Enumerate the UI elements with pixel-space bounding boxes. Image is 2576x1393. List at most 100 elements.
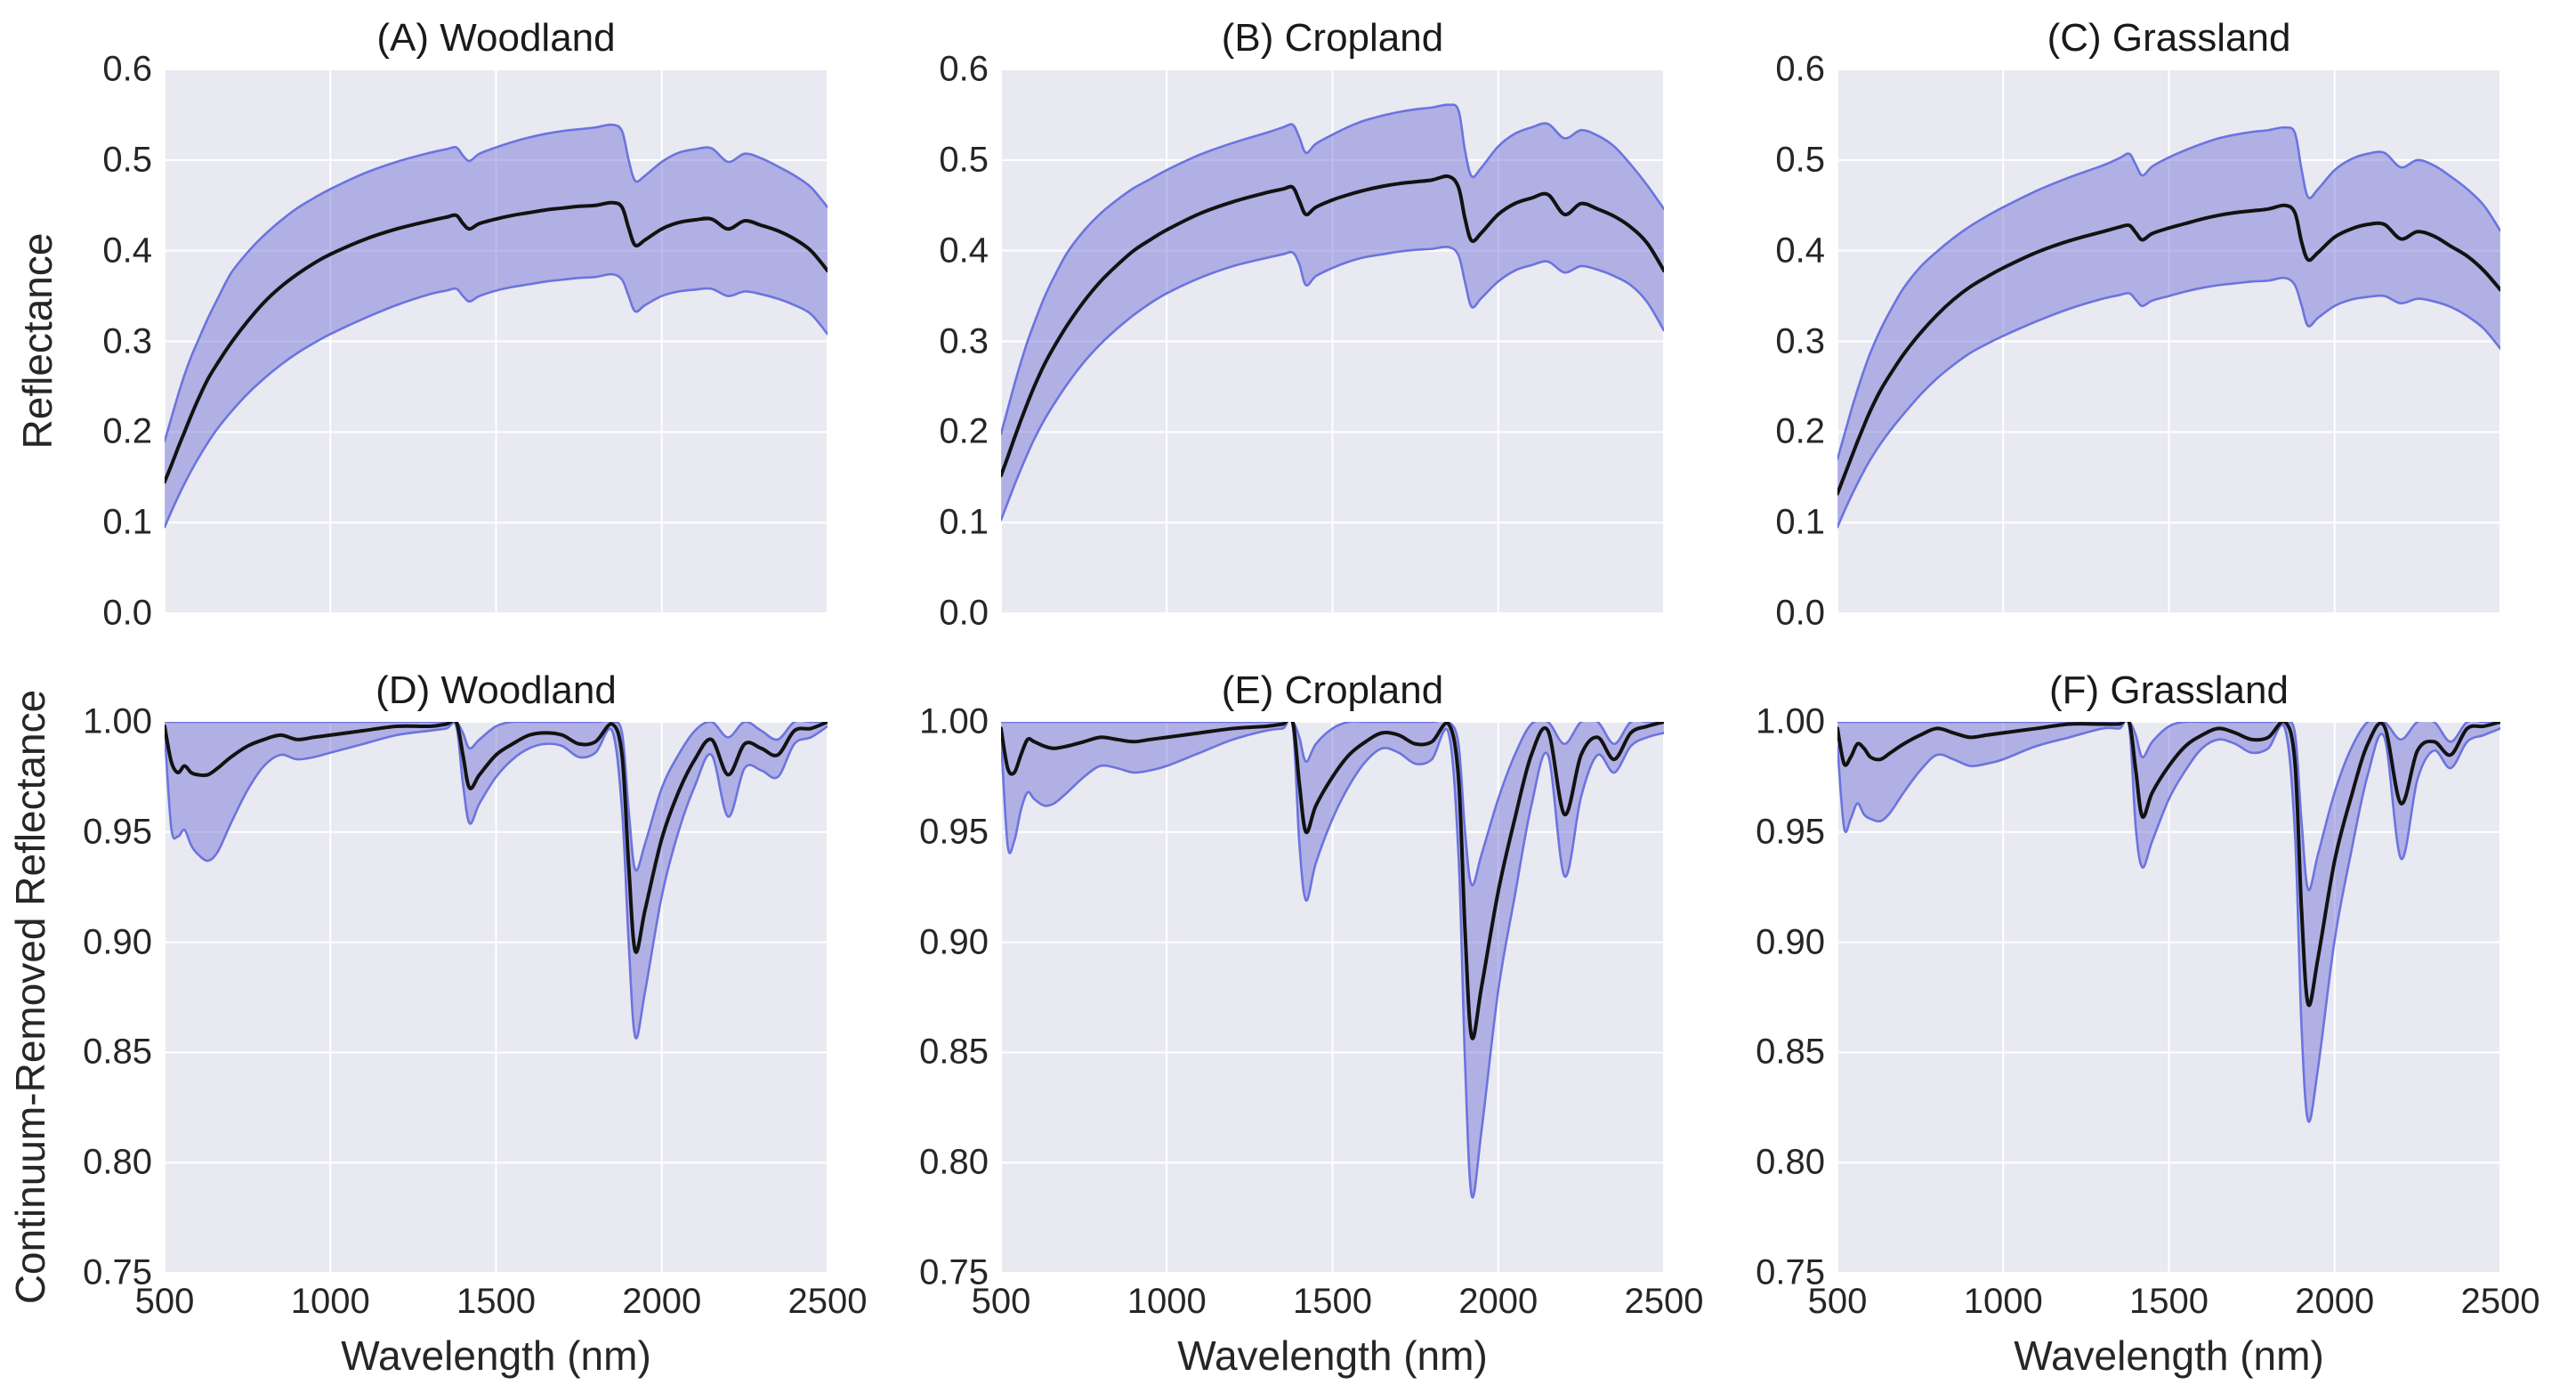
x-tick-label: 2000 (2295, 1282, 2375, 1321)
y-tick-label: 0.80 (1756, 1142, 1825, 1182)
mean-spectrum-line (165, 200, 828, 484)
uncertainty-band (1001, 722, 1664, 1198)
band-upper-edge (1837, 126, 2500, 461)
uncertainty-band (165, 722, 828, 1039)
y-tick-label: 0.5 (939, 140, 989, 180)
band-upper-edge (165, 123, 828, 442)
x-tick-label: 2500 (787, 1282, 868, 1321)
mean-spectrum-line (1837, 203, 2500, 496)
x-tick-label: 500 (1807, 1282, 1868, 1321)
uncertainty-band (1837, 127, 2500, 528)
x-tick-label: 2000 (1458, 1282, 1538, 1321)
x-tick-label: 1000 (1126, 1282, 1207, 1321)
gridlines (1837, 69, 2500, 613)
gridlines (1001, 722, 1664, 1273)
panel-title: (D) Woodland (375, 668, 617, 712)
y-tick-label: 0.0 (102, 593, 152, 633)
panel-a-woodland: (A) Woodland 0.0 0.1 0.2 0.3 0.4 0.5 0.6 (102, 16, 828, 633)
panel-b-cropland: (B) Cropland 0.0 0.1 0.2 0.3 0.4 0.5 0.6 (939, 16, 1664, 633)
mean-spectrum-line (1837, 722, 2500, 1008)
y-tick-label: 0.75 (919, 1252, 989, 1292)
y-tick-label: 0.90 (83, 922, 152, 962)
x-tick-label: 2500 (2460, 1282, 2540, 1321)
y-tick-label: 1.00 (83, 701, 152, 741)
y-tick-label: 0.95 (83, 812, 152, 852)
band-lower-edge (165, 722, 828, 1040)
mean-spectrum-line (1001, 174, 1664, 478)
panel-title: (B) Cropland (1221, 16, 1444, 60)
x-tick-label: 1000 (1963, 1282, 2043, 1321)
y-tick-label: 0.90 (1756, 922, 1825, 962)
y-tick-label: 1.00 (1756, 701, 1825, 741)
y-tick-label: 0.2 (1775, 411, 1825, 451)
panel-title: (F) Grassland (2049, 668, 2289, 712)
y-tick-label: 0.85 (919, 1032, 989, 1072)
y-tick-label: 0.85 (83, 1032, 152, 1072)
y-tick-label: 0.75 (1756, 1252, 1825, 1292)
uncertainty-band (1001, 104, 1664, 521)
gridlines (1001, 69, 1664, 613)
band-upper-edge (165, 722, 828, 872)
panel-f-grassland: (F) Grassland 0.75 0.80 0.85 0.90 0.95 1.00 500… (1756, 668, 2540, 1379)
y-tick-label: 0.4 (102, 231, 152, 271)
panel-c-grassland: (C) Grassland 0.0 0.1 0.2 0.3 0.4 0.5 0.6 (1775, 16, 2500, 633)
band-lower-edge (1001, 722, 1664, 1199)
y-tick-label: 0.1 (1775, 502, 1825, 542)
band-lower-edge (1837, 722, 2500, 1123)
x-tick-label: 1500 (1293, 1282, 1372, 1321)
y-tick-label: 0.6 (939, 49, 989, 89)
x-tick-label: 500 (134, 1282, 195, 1321)
x-tick-label: 1500 (2129, 1282, 2209, 1321)
y-axis-label-reflectance: Reflectance (14, 232, 61, 449)
spectral-plot (165, 722, 828, 1273)
gridlines (165, 69, 828, 613)
x-axis-label-wavelength: Wavelength (nm) (1177, 1332, 1488, 1379)
y-tick-label: 0.80 (83, 1142, 152, 1182)
spectral-plot (165, 69, 828, 613)
spectral-plot (1837, 722, 2500, 1273)
band-lower-edge (1001, 246, 1664, 522)
panel-title: (C) Grassland (2047, 16, 2291, 60)
spectral-plot (1001, 722, 1664, 1273)
spectral-plot (1001, 69, 1664, 613)
band-upper-edge (1001, 722, 1664, 887)
mean-spectrum-line (165, 722, 828, 954)
y-tick-label: 0.6 (1775, 49, 1825, 89)
x-tick-label: 1500 (456, 1282, 536, 1321)
y-tick-label: 0.0 (1775, 593, 1825, 633)
gridlines (165, 722, 828, 1273)
y-tick-label: 0.95 (1756, 812, 1825, 852)
mean-spectrum-line (1001, 722, 1664, 1041)
band-upper-edge (1837, 722, 2500, 892)
x-axis-label-wavelength: Wavelength (nm) (2014, 1332, 2324, 1379)
panel-title: (A) Woodland (376, 16, 616, 60)
y-tick-label: 0.5 (1775, 140, 1825, 180)
y-axis-label-continuum-removed-reflectance: Continuum-Removed Reflectance (7, 689, 53, 1305)
y-tick-label: 0.3 (1775, 321, 1825, 360)
y-tick-label: 0.2 (102, 411, 152, 451)
x-axis-label-wavelength: Wavelength (nm) (341, 1332, 651, 1379)
y-tick-label: 0.5 (102, 140, 152, 180)
y-tick-label: 0.2 (939, 411, 989, 451)
x-tick-label: 2000 (622, 1282, 702, 1321)
panel-title: (E) Cropland (1221, 668, 1444, 712)
y-tick-label: 0.1 (939, 502, 989, 542)
gridlines (1837, 722, 2500, 1273)
y-tick-label: 0.6 (102, 49, 152, 89)
uncertainty-band (1837, 722, 2500, 1122)
x-tick-label: 1000 (290, 1282, 370, 1321)
y-tick-label: 0.4 (1775, 231, 1825, 271)
y-tick-label: 1.00 (919, 701, 989, 741)
spectral-plot (1837, 69, 2500, 613)
y-tick-label: 0.3 (939, 321, 989, 360)
panel-e-cropland: (E) Cropland 0.75 0.80 0.85 0.90 0.95 1.00 500 1… (919, 668, 1703, 1379)
y-tick-label: 0.1 (102, 502, 152, 542)
y-tick-label: 0.75 (83, 1252, 152, 1292)
uncertainty-band (165, 125, 828, 528)
y-tick-label: 0.85 (1756, 1032, 1825, 1072)
y-tick-label: 0.0 (939, 593, 989, 633)
y-tick-label: 0.90 (919, 922, 989, 962)
panel-d-woodland: (D) Woodland 0.75 0.80 0.85 0.90 0.95 1.00 500 1… (83, 668, 867, 1379)
x-tick-label: 500 (971, 1282, 1031, 1321)
